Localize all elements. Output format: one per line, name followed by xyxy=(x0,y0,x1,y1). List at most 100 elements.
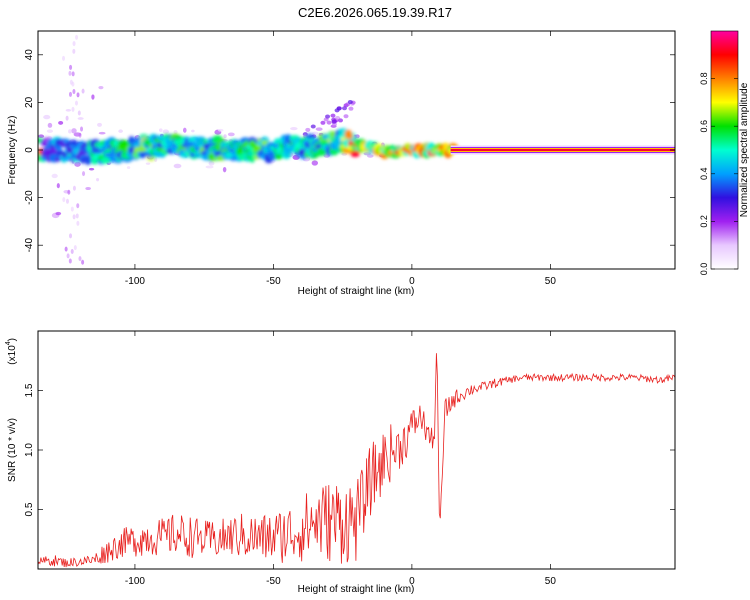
spectrogram-speckle xyxy=(91,94,95,100)
spectrogram-blob xyxy=(118,139,130,147)
spectrogram-speckle xyxy=(227,132,235,137)
spectrogram-speckle xyxy=(71,128,77,134)
spectrogram-speckle xyxy=(347,100,353,105)
y-tick-label: -40 xyxy=(24,238,35,253)
spectrogram-speckle xyxy=(338,118,344,123)
colorbar-tick-label: 0.8 xyxy=(699,72,709,85)
spectrogram-speckle xyxy=(331,119,337,124)
colorbar-tick-label: 0.6 xyxy=(699,120,709,133)
spectrogram-speckle xyxy=(65,109,72,112)
spectrogram-speckle xyxy=(72,89,76,95)
spectrogram-speckle xyxy=(51,173,58,179)
spectrogram-speckle xyxy=(66,253,70,259)
spectrogram-speckle xyxy=(341,152,348,156)
spectrogram-speckle xyxy=(312,131,319,136)
x-tick-label: -50 xyxy=(266,576,281,587)
y-tick-label: 20 xyxy=(24,96,35,108)
spectrogram-speckle xyxy=(77,117,84,120)
spectrogram-speckle xyxy=(71,71,75,77)
spectrogram-speckle xyxy=(81,88,85,94)
snr-panel: -100 -50 0 50 0.5 1.0 1.5 Height of straight … xyxy=(5,330,676,595)
spectrogram-speckle xyxy=(80,126,84,132)
colorbar-frame xyxy=(710,30,739,270)
spectrogram-speckle xyxy=(223,134,227,139)
spectrogram-y-ticks: -40 -20 0 20 40 xyxy=(24,49,675,253)
snr-scale-exponent: 4 xyxy=(5,341,12,345)
spectrogram-speckle xyxy=(69,233,73,239)
spectrogram-speckle xyxy=(158,128,163,132)
spectrogram-x-ticks: -100 -50 0 50 xyxy=(125,31,556,287)
spectrogram-marks xyxy=(38,34,675,265)
figure-title: C2E6.2026.065.19.39.R17 xyxy=(298,5,452,20)
spectrogram-speckle xyxy=(70,206,74,212)
spectrogram-speckle xyxy=(74,161,81,167)
x-tick-label: 50 xyxy=(545,576,557,587)
spectrogram-speckle xyxy=(76,92,80,98)
spectrogram-speckle xyxy=(76,220,80,226)
spectrogram-speckle xyxy=(76,203,80,209)
spectrogram-speckle xyxy=(68,129,72,134)
y-tick-label: 1.5 xyxy=(24,383,35,397)
colorbar-ticks: 0.0 0.2 0.4 0.6 0.8 xyxy=(699,72,738,275)
spectrogram-speckle xyxy=(68,70,72,76)
y-tick-label: 40 xyxy=(24,49,35,61)
snr-y-ticks: 0.5 1.0 1.5 xyxy=(24,383,675,516)
spectrogram-speckle xyxy=(305,127,311,132)
spectrogram-speckle xyxy=(173,163,182,169)
spectrogram-speckle xyxy=(64,246,68,252)
spectrogram-speckle xyxy=(326,120,332,125)
spectrogram-speckle xyxy=(217,128,224,132)
spectrogram-blob xyxy=(100,157,111,164)
svg-text:(x104): (x104) xyxy=(5,338,18,365)
y-tick-label: 0 xyxy=(24,147,35,153)
snr-x-ticks: -100 -50 0 50 xyxy=(125,331,556,587)
spectrogram-speckle xyxy=(208,161,215,166)
x-tick-label: 50 xyxy=(545,276,557,287)
spectrogram-speckle xyxy=(96,177,100,182)
colorbar-strip xyxy=(711,31,738,269)
colorbar-tick-label: 0.4 xyxy=(699,168,709,181)
spectrogram-speckle xyxy=(58,120,64,125)
spectrogram-speckle xyxy=(46,129,53,133)
colorbar: 0.0 0.2 0.4 0.6 0.8 Normalized spectral ampl… xyxy=(699,30,750,275)
spectrogram-speckle xyxy=(65,115,69,121)
spectrogram-blob xyxy=(70,141,80,146)
spectrogram-speckle xyxy=(70,249,74,255)
spectrogram-speckle xyxy=(315,127,323,131)
x-tick-label: 0 xyxy=(409,276,415,287)
spectrogram-speckle xyxy=(72,214,76,220)
spectrogram-speckle xyxy=(310,124,316,129)
spectrogram-blob xyxy=(350,150,360,158)
spectrogram-speckle xyxy=(62,55,66,61)
spectrogram-speckle xyxy=(75,213,79,219)
spectrogram-speckle xyxy=(71,106,75,112)
spectrogram-ridge xyxy=(38,128,459,166)
snr-scale-base: (x10 xyxy=(7,345,18,365)
spectrogram-speckle xyxy=(78,256,82,262)
spectrogram-speckle xyxy=(68,258,72,264)
spectrogram-speckle xyxy=(126,166,131,170)
spectrogram-speckle xyxy=(67,189,71,195)
spectrogram-speckle xyxy=(173,129,178,135)
snr-series-line xyxy=(38,353,675,568)
spectrogram-speckle xyxy=(336,106,342,111)
x-tick-label: 0 xyxy=(409,576,415,587)
spectrogram-speckle xyxy=(348,106,354,111)
spectrogram-speckle xyxy=(292,154,300,160)
snr-y-label: SNR (10 * v/v) xyxy=(7,418,18,482)
spectrogram-speckle xyxy=(330,113,336,118)
snr-x-label: Height of straight line (km) xyxy=(298,584,415,595)
spectrogram-speckle xyxy=(74,100,78,106)
spectrogram-blob xyxy=(305,133,315,140)
x-tick-label: -50 xyxy=(266,276,281,287)
spectrogram-speckle xyxy=(290,126,298,131)
spectrogram-speckle xyxy=(118,129,123,133)
spectrogram-speckle xyxy=(62,197,66,203)
spectrogram-speckle xyxy=(98,131,106,135)
spectrogram-x-label: Height of straight line (km) xyxy=(298,286,415,297)
snr-scale-label: (x104) xyxy=(5,338,18,365)
spectrogram-speckle xyxy=(205,165,214,169)
spectrogram-band-core xyxy=(450,149,675,151)
spectrogram-speckle xyxy=(320,120,326,125)
spectrogram-speckle xyxy=(78,132,82,138)
